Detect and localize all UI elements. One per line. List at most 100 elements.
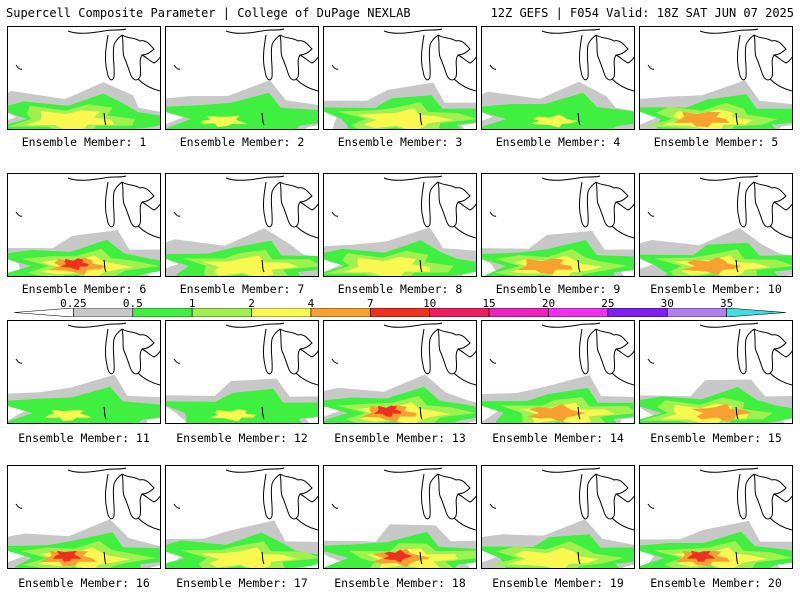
lake-outline xyxy=(225,28,285,34)
lake-outline xyxy=(173,358,181,364)
lake-outline xyxy=(457,493,476,503)
lake-outline xyxy=(773,348,792,358)
lake-outline xyxy=(173,503,181,509)
lake-outline xyxy=(67,175,127,181)
lake-outline xyxy=(489,358,497,364)
lake-outline xyxy=(225,322,285,328)
scp-contour xyxy=(166,92,318,129)
lake-outline xyxy=(611,517,634,531)
lake-outline xyxy=(67,467,127,473)
lake-outline xyxy=(753,181,787,228)
lake-outline xyxy=(769,78,792,92)
map-plot xyxy=(640,322,792,423)
map-plot xyxy=(8,322,160,423)
lake-outline xyxy=(141,348,160,358)
lake-outline xyxy=(615,493,634,503)
ensemble-panel xyxy=(323,320,477,424)
lake-outline xyxy=(736,34,755,81)
scp-contour xyxy=(691,403,753,422)
lake-outline xyxy=(295,225,318,239)
colorbar-tick-label: 2 xyxy=(248,297,255,310)
lake-outline xyxy=(299,348,318,358)
lake-outline xyxy=(735,259,739,273)
colorbar-swatch xyxy=(607,308,668,317)
scp-contour xyxy=(26,110,115,129)
lake-outline xyxy=(15,358,23,364)
lake-outline xyxy=(769,517,792,531)
member-label: Ensemble Member: 20 xyxy=(650,576,782,590)
lake-outline xyxy=(121,473,155,520)
colorbar-left-arrow xyxy=(14,308,74,317)
scp-contour xyxy=(529,114,579,128)
lake-outline xyxy=(541,322,601,328)
lake-outline xyxy=(437,473,471,520)
lake-outline xyxy=(457,348,476,358)
ensemble-panel xyxy=(165,320,319,424)
lake-outline xyxy=(489,211,497,217)
lake-outline xyxy=(769,225,792,239)
lake-outline xyxy=(331,64,339,70)
lake-outline xyxy=(420,473,439,520)
lake-outline xyxy=(611,225,634,239)
lake-outline xyxy=(453,372,476,386)
scp-contour xyxy=(201,255,299,276)
colorbar-tick-label: 30 xyxy=(660,297,674,310)
lake-outline xyxy=(647,64,655,70)
lake-outline xyxy=(299,493,318,503)
map-plot xyxy=(482,467,634,568)
lake-outline xyxy=(103,406,107,420)
colorbar-swatch xyxy=(370,308,430,317)
lake-outline xyxy=(121,34,155,81)
lake-outline xyxy=(104,34,123,81)
lake-outline xyxy=(279,181,313,228)
lake-outline xyxy=(736,328,755,375)
lake-outline xyxy=(577,551,581,565)
lake-outline xyxy=(103,112,107,126)
lake-outline xyxy=(419,112,423,126)
member-label: Ensemble Member: 5 xyxy=(653,135,779,149)
member-label: Ensemble Member: 3 xyxy=(337,135,463,149)
lake-outline xyxy=(578,473,597,520)
colorbar-tick-label: 0.25 xyxy=(60,297,87,310)
lake-outline xyxy=(295,372,318,386)
member-label: Ensemble Member: 11 xyxy=(18,431,150,445)
scp-contour xyxy=(373,405,402,417)
colorbar-tick-label: 0.5 xyxy=(122,297,143,310)
ensemble-panel xyxy=(481,173,635,277)
lake-outline xyxy=(331,358,339,364)
colorbar-tick-label: 20 xyxy=(541,297,556,310)
lake-outline xyxy=(121,181,155,228)
scp-contour xyxy=(506,547,599,568)
lake-outline xyxy=(611,372,634,386)
lake-outline xyxy=(104,181,123,228)
lake-outline xyxy=(420,328,439,375)
ensemble-panel xyxy=(639,26,793,130)
lake-outline xyxy=(615,348,634,358)
scp-contour xyxy=(357,108,454,129)
scp-contour xyxy=(383,549,413,563)
page-title: Supercell Composite Parameter | College … xyxy=(6,6,411,20)
scp-contour xyxy=(44,409,92,421)
lake-outline xyxy=(735,406,739,420)
valid-time: 12Z GEFS | F054 Valid: 18Z SAT JUN 07 20… xyxy=(490,6,794,20)
lake-outline xyxy=(137,78,160,92)
lake-outline xyxy=(225,175,285,181)
colorbar-tick-label: 4 xyxy=(307,297,315,310)
lake-outline xyxy=(173,64,181,70)
lake-outline xyxy=(699,175,759,181)
member-label: Ensemble Member: 16 xyxy=(18,576,150,590)
map-plot xyxy=(482,175,634,276)
lake-outline xyxy=(137,372,160,386)
lake-outline xyxy=(15,211,23,217)
lake-outline xyxy=(773,201,792,211)
ensemble-panel xyxy=(481,320,635,424)
lake-outline xyxy=(615,201,634,211)
lake-outline xyxy=(383,28,443,34)
scp-contour xyxy=(482,92,634,129)
lake-outline xyxy=(104,473,123,520)
member-label: Ensemble Member: 7 xyxy=(179,282,305,296)
lake-outline xyxy=(331,211,339,217)
colorbar xyxy=(14,308,786,317)
lake-outline xyxy=(457,54,476,64)
lake-outline xyxy=(769,372,792,386)
